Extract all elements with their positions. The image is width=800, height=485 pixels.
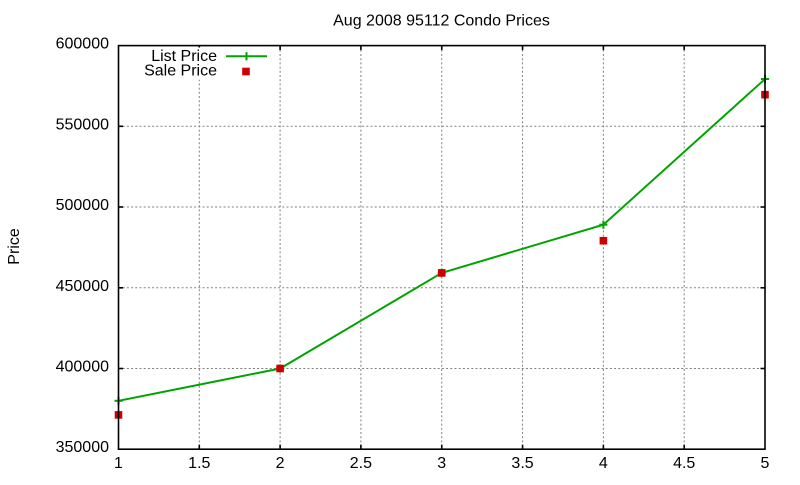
svg-text:2.5: 2.5 xyxy=(350,455,372,472)
svg-text:400000: 400000 xyxy=(56,359,109,376)
svg-text:Price: Price xyxy=(6,228,23,265)
svg-text:5: 5 xyxy=(761,455,770,472)
svg-text:4: 4 xyxy=(599,455,608,472)
svg-text:Aug 2008 95112 Condo Prices: Aug 2008 95112 Condo Prices xyxy=(333,13,550,30)
svg-text:Sale Price: Sale Price xyxy=(144,62,217,79)
svg-text:List Price: List Price xyxy=(151,48,217,65)
svg-text:4.5: 4.5 xyxy=(673,455,695,472)
svg-text:1: 1 xyxy=(114,455,123,472)
svg-text:600000: 600000 xyxy=(56,36,109,53)
svg-text:1.5: 1.5 xyxy=(188,455,210,472)
svg-text:500000: 500000 xyxy=(56,197,109,214)
svg-text:2: 2 xyxy=(276,455,285,472)
svg-text:3.5: 3.5 xyxy=(511,455,533,472)
svg-text:450000: 450000 xyxy=(56,278,109,295)
svg-text:3: 3 xyxy=(437,455,446,472)
svg-text:350000: 350000 xyxy=(56,439,109,456)
svg-text:550000: 550000 xyxy=(56,116,109,133)
